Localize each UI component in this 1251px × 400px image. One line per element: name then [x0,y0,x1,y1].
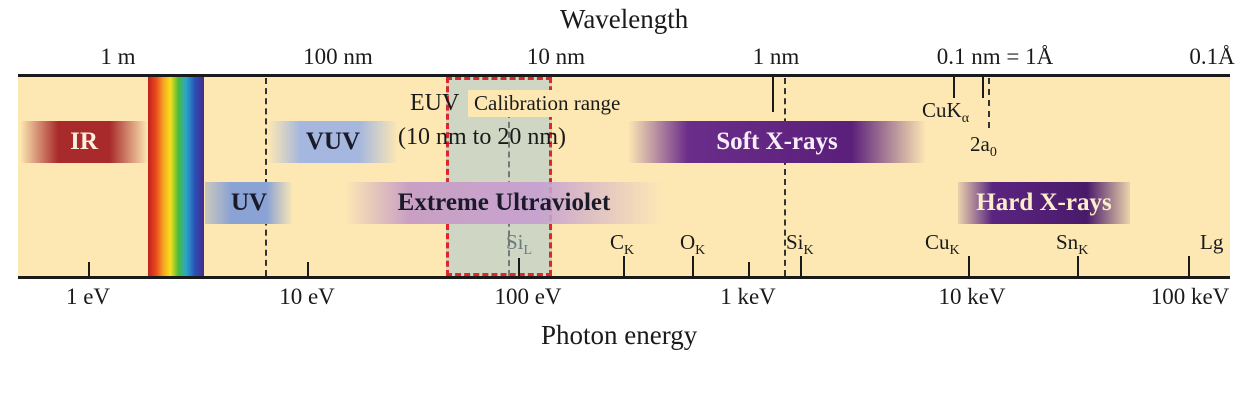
energy-label-100ev: 100 eV [494,284,562,309]
edge-si-k: SiK [786,230,814,259]
bottom-tick-1kev [748,262,750,276]
dashed-line-soft-xray [784,78,786,276]
edge-sn-k-sub: K [1078,243,1089,259]
edge-si-k-main: Si [786,230,804,254]
edge-o-k-sub: K [695,243,706,259]
extreme-ultraviolet-band: Extreme Ultraviolet [345,182,663,224]
ir-band: IR [20,121,148,163]
edge-c-k-main: C [610,230,625,254]
top-tick-1nm [772,76,774,112]
wavelength-label-100nm: 100 nm [303,44,373,69]
two-a0-sub: 0 [989,145,997,161]
bottom-tick-lg [1188,256,1190,276]
euv-note-line2: (10 nm to 20 nm) [398,124,566,150]
hard-xrays-band: Hard X-rays [958,182,1130,224]
energy-label-100kev: 100 keV [1150,284,1230,309]
cuka-main: CuK [922,98,962,122]
energy-label-10kev: 10 keV [938,284,1006,309]
photon-energy-axis-title: Photon energy [541,320,698,350]
top-tick-cuka [953,76,955,98]
edge-cu-k-sub: K [949,243,960,259]
bottom-tick-1ev [88,262,90,276]
bottom-tick-si-k [800,256,802,276]
euv-note-line1: EUV [410,90,460,116]
wavelength-label-1nm: 1 nm [752,44,800,69]
visible-light-rainbow [148,77,204,276]
bottom-tick-sn-k [1077,256,1079,276]
wavelength-label-1m: 1 m [100,44,136,69]
edge-si-l-sub: L [523,243,533,259]
dashed-line-uv-vuv [265,78,267,276]
energy-label-10ev: 10 eV [279,284,335,309]
bottom-tick-c-k [623,256,625,276]
edge-o-k-main: O [680,230,696,254]
wavelength-label-0-1a: 0.1Å [1189,44,1235,69]
two-a0-main: 2a [970,132,990,156]
edge-cu-k: CuK [925,230,960,259]
energy-label-1kev: 1 keV [720,284,776,309]
edge-si-l-main: Si [506,230,524,254]
top-axis-line [18,74,1230,77]
bottom-tick-10kev [968,256,970,276]
wavelength-label-10nm: 10 nm [526,44,586,69]
cuka-label: CuKα [922,98,969,127]
bottom-tick-o-k [692,256,694,276]
soft-xrays-band: Soft X-rays [628,121,926,163]
edge-sn-k: SnK [1056,230,1088,259]
edge-cu-k-main: Cu [925,230,950,254]
uv-band: UV [205,182,293,224]
vuv-band: VUV [268,121,398,163]
edge-c-k-sub: K [624,243,635,259]
edge-lg: Lg [1200,230,1223,255]
energy-label-1ev: 1 eV [65,284,111,309]
dashed-line-2a0 [988,78,990,128]
two-a0-label: 2a0 [970,132,997,161]
bottom-axis-line [18,276,1230,279]
top-tick-1a [982,76,984,98]
wavelength-axis-title: Wavelength [560,4,689,34]
calibration-range-label: Calibration range [468,90,627,117]
edge-lg-main: Lg [1200,230,1224,254]
bottom-tick-si-l [518,258,520,276]
cuka-sub: α [961,111,970,127]
bottom-tick-10ev [307,262,309,276]
edge-o-k: OK [680,230,705,259]
edge-si-l: SiL [506,230,532,259]
wavelength-label-0-1nm: 0.1 nm = 1Å [936,44,1054,69]
edge-c-k: CK [610,230,634,259]
edge-si-k-sub: K [803,243,814,259]
edge-sn-k-main: Sn [1056,230,1079,254]
